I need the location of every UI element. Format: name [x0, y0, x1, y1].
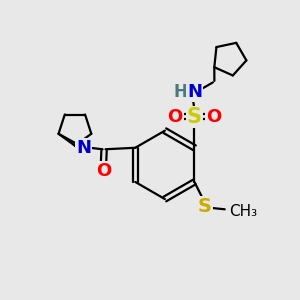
Text: O: O — [96, 162, 111, 180]
Text: O: O — [206, 108, 221, 126]
Text: N: N — [76, 139, 91, 157]
Text: N: N — [187, 83, 202, 101]
Text: O: O — [167, 108, 183, 126]
Text: S: S — [187, 106, 202, 127]
Text: S: S — [198, 197, 212, 216]
Text: H: H — [174, 83, 188, 101]
Text: CH₃: CH₃ — [229, 204, 257, 219]
